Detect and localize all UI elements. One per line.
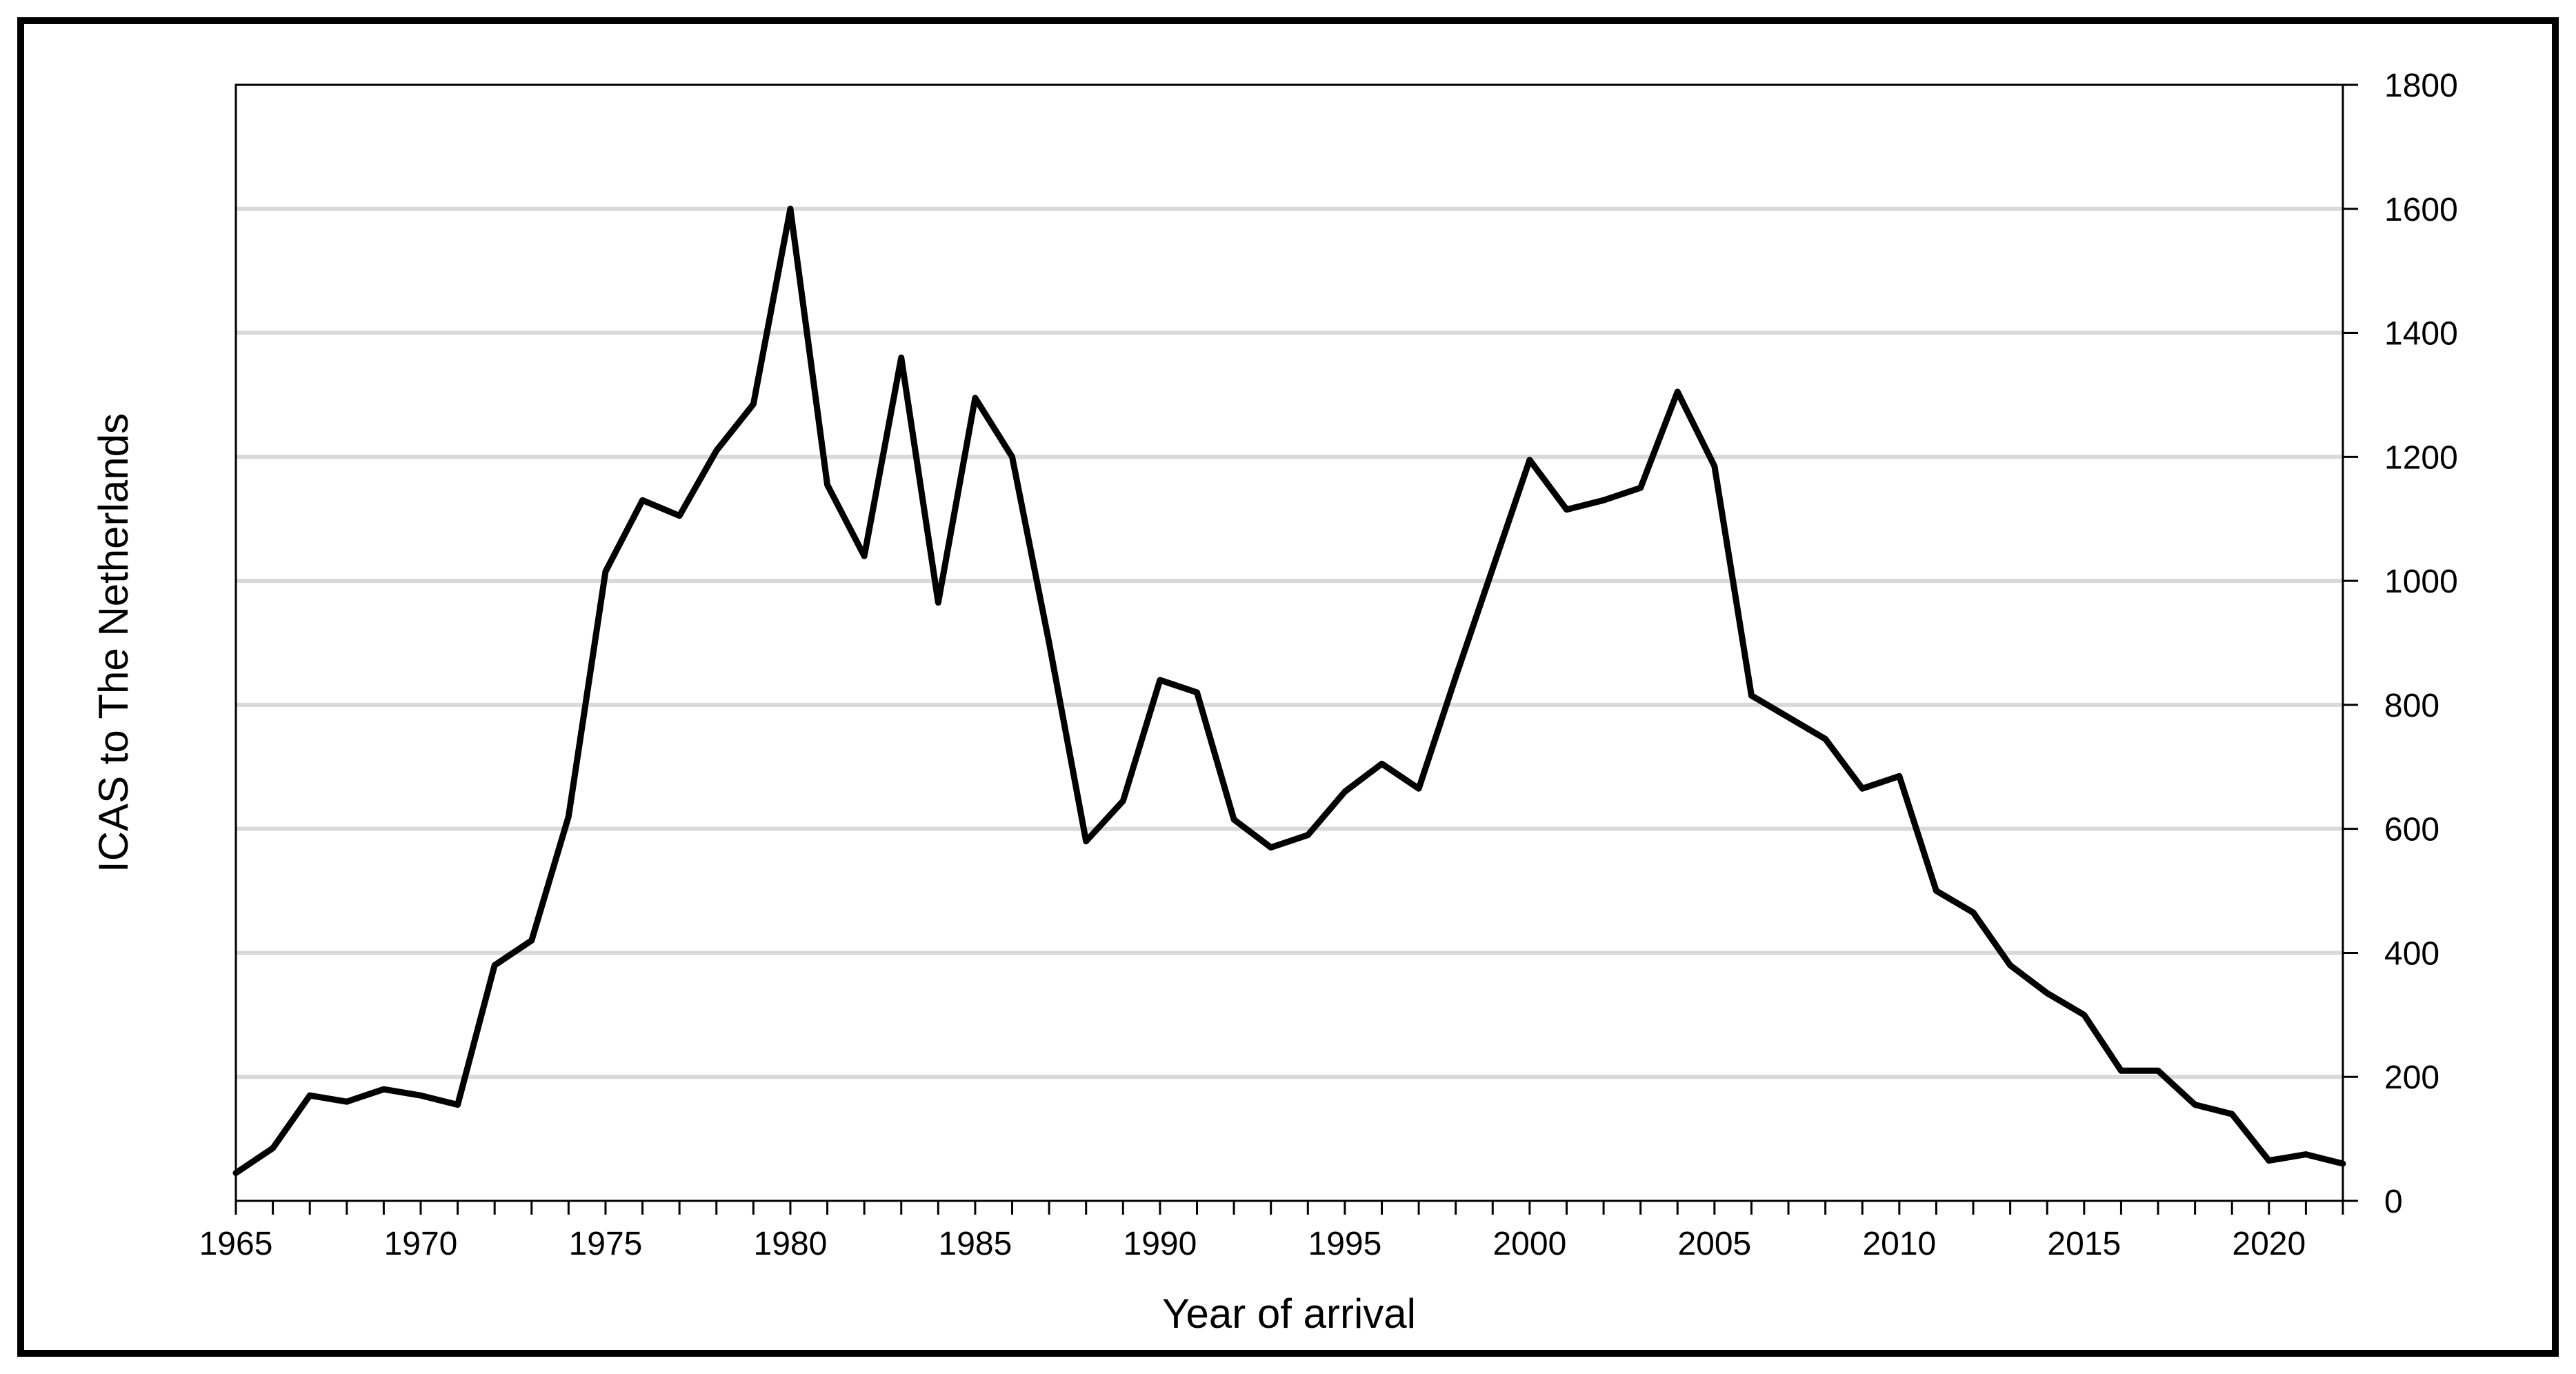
y-tick-label: 1200	[2384, 439, 2458, 476]
x-tick-label: 2015	[2047, 1226, 2121, 1262]
x-tick-label: 2020	[2232, 1226, 2306, 1262]
y-tick-label: 600	[2384, 812, 2439, 848]
y-tick-label: 1800	[2384, 68, 2458, 104]
x-tick-label: 2000	[1492, 1226, 1566, 1262]
x-tick-label: 1995	[1308, 1226, 1382, 1262]
x-tick-label: 1980	[754, 1226, 828, 1262]
y-tick-label: 1400	[2384, 316, 2458, 352]
x-axis-title: Year of arrival	[1162, 1291, 1416, 1337]
y-tick-label: 200	[2384, 1059, 2439, 1096]
icas-arrivals-line	[232, 206, 2346, 1177]
x-tick-label: 1975	[569, 1226, 643, 1262]
series-layer	[232, 206, 2346, 1177]
x-tick-label: 2005	[1677, 1226, 1751, 1262]
gridlines-layer	[236, 206, 2343, 1079]
figure-border	[17, 17, 2559, 1357]
x-tick-label: 1990	[1124, 1226, 1197, 1262]
plot-area-frame	[234, 83, 2344, 1202]
y-axis-title: ICAS to The Netherlands	[90, 413, 137, 873]
x-tick-label: 1965	[199, 1226, 273, 1262]
y-tick-label: 400	[2384, 935, 2439, 972]
axes-layer	[234, 83, 2358, 1215]
y-tick-label: 1000	[2384, 564, 2458, 600]
y-tick-label: 1600	[2384, 192, 2458, 228]
tick-labels-layer: 0 200 400 600 800 1000 1200 1400 1600 1800 1965 197…	[199, 68, 2458, 1262]
x-tick-label: 1985	[939, 1226, 1012, 1262]
y-tick-label: 0	[2384, 1184, 2403, 1220]
x-tick-label: 1970	[384, 1226, 458, 1262]
x-tick-label: 2010	[1862, 1226, 1936, 1262]
y-tick-label: 800	[2384, 688, 2439, 724]
